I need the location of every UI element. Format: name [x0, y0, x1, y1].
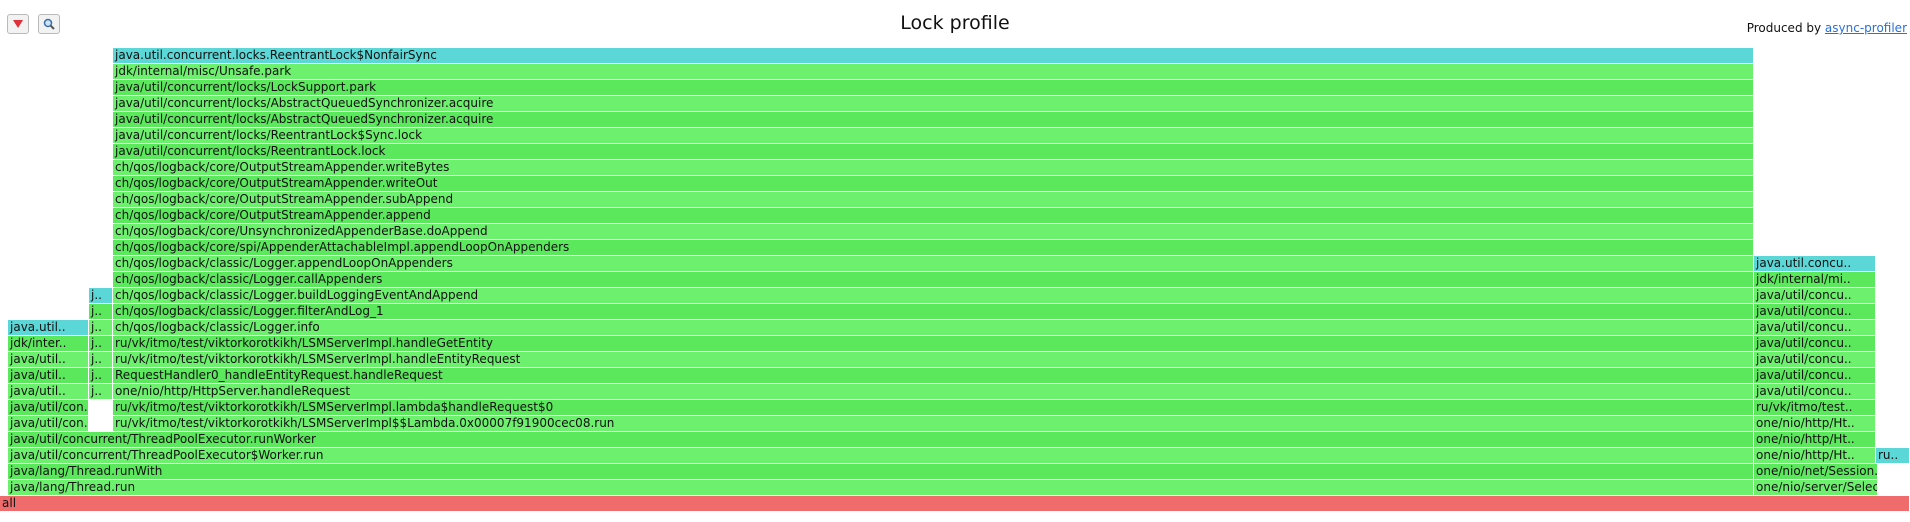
flame-frame[interactable]: ru/vk/itmo/test/viktorkorotkikh/LSMServe…: [113, 400, 1754, 415]
search-button[interactable]: [38, 14, 60, 34]
flame-frame[interactable]: jdk/inter..: [8, 336, 89, 351]
flame-frame[interactable]: java/util/concu..: [1754, 384, 1876, 399]
flame-frame[interactable]: j..: [89, 368, 113, 383]
flame-frame[interactable]: ch/qos/logback/classic/Logger.filterAndL…: [113, 304, 1754, 319]
flame-frame[interactable]: jdk/internal/mi..: [1754, 272, 1876, 287]
flame-frame[interactable]: java/util..: [8, 368, 89, 383]
flame-frame[interactable]: one/nio/http/Ht..: [1754, 448, 1876, 463]
flame-frame[interactable]: ch/qos/logback/classic/Logger.info: [113, 320, 1754, 335]
flame-frame[interactable]: ru/vk/itmo/test/viktorkorotkikh/LSMServe…: [113, 416, 1754, 431]
flame-frame[interactable]: ch/qos/logback/classic/Logger.buildLoggi…: [113, 288, 1754, 303]
flame-frame[interactable]: all: [0, 496, 1910, 511]
flame-frame[interactable]: j..: [89, 336, 113, 351]
flame-frame[interactable]: j..: [89, 304, 113, 319]
flame-frame[interactable]: java/util/concu..: [1754, 288, 1876, 303]
flame-frame[interactable]: one/nio/server/Selec..: [1754, 480, 1878, 495]
flame-frame[interactable]: ru/vk/itmo/test/viktorkorotkikh/LSMServe…: [113, 352, 1754, 367]
async-profiler-link[interactable]: async-profiler: [1824, 21, 1907, 35]
flame-frame[interactable]: j..: [89, 384, 113, 399]
flame-frame[interactable]: java/util/concu..: [1754, 368, 1876, 383]
flame-frame[interactable]: java/lang/Thread.run: [8, 480, 1754, 495]
flame-frame[interactable]: java/util/concurrent/ThreadPoolExecutor.…: [8, 432, 1754, 447]
flame-frame[interactable]: ch/qos/logback/core/OutputStreamAppender…: [113, 208, 1754, 223]
flame-frame[interactable]: java/lang/Thread.runWith: [8, 464, 1754, 479]
flame-frame[interactable]: j..: [89, 320, 113, 335]
flame-frame[interactable]: java/util/concurrent/ThreadPoolExecutor$…: [8, 448, 1754, 463]
flame-frame[interactable]: j..: [89, 288, 113, 303]
flame-frame[interactable]: j..: [89, 352, 113, 367]
produced-by-prefix: Produced by: [1746, 21, 1825, 35]
flame-frame[interactable]: java/util/con..: [8, 416, 89, 431]
flame-frame[interactable]: java/util/con..: [8, 400, 89, 415]
page-title: Lock profile: [900, 12, 1010, 34]
flame-frame[interactable]: java/util/concurrent/locks/AbstractQueue…: [113, 96, 1754, 111]
flame-frame[interactable]: java/util/concurrent/locks/AbstractQueue…: [113, 112, 1754, 127]
flame-frame[interactable]: java/util/concu..: [1754, 352, 1876, 367]
flame-frame[interactable]: one/nio/http/HttpServer.handleRequest: [113, 384, 1754, 399]
flame-frame[interactable]: ch/qos/logback/core/OutputStreamAppender…: [113, 192, 1754, 207]
flame-frame[interactable]: java/util/concu..: [1754, 336, 1876, 351]
triangle-down-icon: [13, 20, 23, 28]
flame-frame[interactable]: java/util/concu..: [1754, 304, 1876, 319]
flame-frame[interactable]: java.util.concurrent.locks.ReentrantLock…: [113, 48, 1754, 63]
flame-frame[interactable]: ch/qos/logback/classic/Logger.appendLoop…: [113, 256, 1754, 271]
reverse-button[interactable]: [7, 14, 29, 34]
flame-frame[interactable]: ru..: [1876, 448, 1910, 463]
flame-frame[interactable]: one/nio/http/Ht..: [1754, 416, 1876, 431]
flame-frame[interactable]: java.util.concu..: [1754, 256, 1876, 271]
flame-frame[interactable]: one/nio/net/Session..: [1754, 464, 1878, 479]
flame-frame[interactable]: java.util..: [8, 320, 89, 335]
flame-frame[interactable]: RequestHandler0_handleEntityRequest.hand…: [113, 368, 1754, 383]
flame-frame[interactable]: java/util..: [8, 384, 89, 399]
flame-frame[interactable]: ch/qos/logback/classic/Logger.callAppend…: [113, 272, 1754, 287]
flame-frame[interactable]: ru/vk/itmo/test..: [1754, 400, 1876, 415]
flame-frame[interactable]: java/util/concurrent/locks/LockSupport.p…: [113, 80, 1754, 95]
flame-frame[interactable]: java/util/concu..: [1754, 320, 1876, 335]
flame-frame[interactable]: ch/qos/logback/core/spi/AppenderAttachab…: [113, 240, 1754, 255]
flame-frame[interactable]: ru/vk/itmo/test/viktorkorotkikh/LSMServe…: [113, 336, 1754, 351]
produced-by: Produced by async-profiler: [1747, 21, 1907, 35]
flame-frame[interactable]: java/util..: [8, 352, 89, 367]
flame-frame[interactable]: java/util/concurrent/locks/ReentrantLock…: [113, 128, 1754, 143]
flame-frame[interactable]: jdk/internal/misc/Unsafe.park: [113, 64, 1754, 79]
flame-frame[interactable]: ch/qos/logback/core/OutputStreamAppender…: [113, 176, 1754, 191]
flame-frame[interactable]: java/util/concurrent/locks/ReentrantLock…: [113, 144, 1754, 159]
search-icon: [43, 18, 55, 30]
flame-frame[interactable]: ch/qos/logback/core/OutputStreamAppender…: [113, 160, 1754, 175]
flame-frame[interactable]: one/nio/http/Ht..: [1754, 432, 1876, 447]
flame-frame[interactable]: ch/qos/logback/core/UnsynchronizedAppend…: [113, 224, 1754, 239]
